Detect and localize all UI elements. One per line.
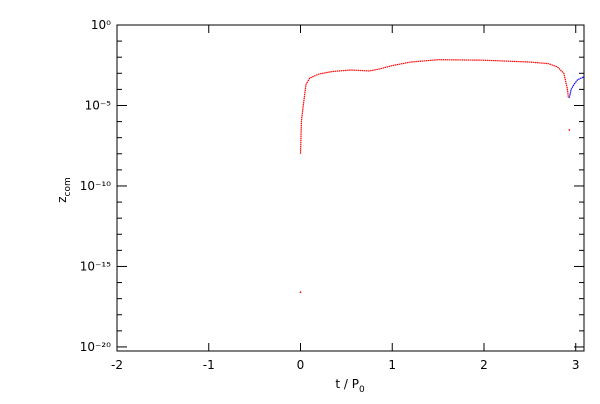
x-axis-label-text: t / P xyxy=(335,377,359,391)
x-tick-label: -2 xyxy=(111,358,123,372)
y-axis-label: zcom xyxy=(55,177,73,203)
x-tick-label: 1 xyxy=(388,358,396,372)
y-tick-label: 10⁻⁵ xyxy=(85,98,112,112)
y-tick-label: 10⁰ xyxy=(91,18,111,32)
x-tick-label: 0 xyxy=(297,358,305,372)
data-line xyxy=(299,59,569,154)
x-tick-label: 3 xyxy=(572,358,580,372)
data-point xyxy=(568,129,571,131)
y-tick-label: 10⁻¹⁵ xyxy=(80,259,111,273)
y-tick-label: 10⁻¹⁰ xyxy=(80,179,111,193)
y-axis-label-sub: com xyxy=(63,177,73,196)
x-tick-label: 2 xyxy=(480,358,488,372)
x-tick-label: -1 xyxy=(203,358,215,372)
x-axis-label-sub: 0 xyxy=(359,385,365,395)
x-axis-label: t / P0 xyxy=(335,377,365,395)
data-line xyxy=(568,76,585,98)
y-axis-label-text: z xyxy=(55,196,69,202)
y-tick-label: 10⁻²⁰ xyxy=(80,340,111,354)
data-point xyxy=(299,291,302,294)
plot-frame xyxy=(116,24,585,352)
